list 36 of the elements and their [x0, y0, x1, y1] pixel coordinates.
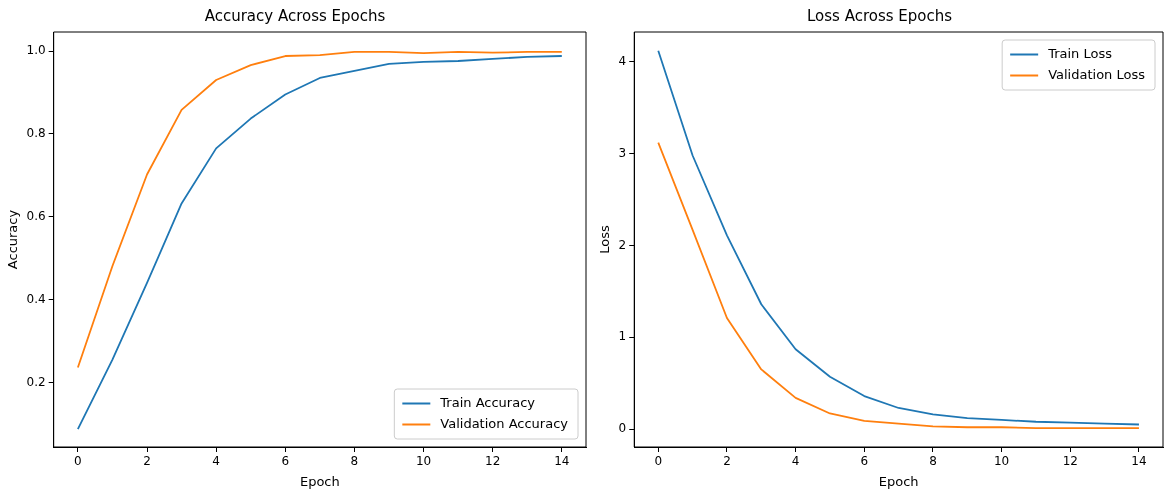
x-tick-label: 6	[860, 454, 869, 469]
y-tick-label: 4	[618, 53, 627, 68]
x-tick-label: 0	[74, 454, 82, 469]
legend-label: Train Loss	[1047, 45, 1113, 61]
legend-label: Validation Accuracy	[440, 415, 569, 431]
x-tick-label: 10	[415, 454, 432, 469]
x-tick-label: 14	[1131, 454, 1147, 469]
x-tick-label: 2	[143, 454, 151, 469]
x-tick-label: 0	[654, 454, 663, 469]
x-tick-label: 12	[485, 454, 501, 469]
x-tick-label: 8	[929, 454, 937, 469]
y-tick-label: 0	[618, 421, 627, 436]
chart-title: Loss Across Epochs	[806, 6, 953, 25]
y-tick-label: 0.8	[26, 126, 46, 141]
x-axis-title: Epoch	[878, 473, 919, 489]
y-axis-title: Loss	[597, 225, 613, 254]
x-tick-label: 10	[993, 454, 1010, 469]
x-tick-label: 2	[723, 454, 731, 469]
legend-label: Train Accuracy	[439, 394, 536, 410]
y-tick-label: 0.4	[26, 291, 46, 306]
y-tick-label: 2	[618, 237, 627, 252]
y-tick-label: 1	[618, 329, 627, 344]
y-tick-label: 0.6	[26, 208, 46, 223]
y-tick-label: 3	[618, 145, 627, 160]
x-tick-label: 14	[554, 454, 570, 469]
legend-label: Validation Loss	[1048, 66, 1146, 82]
x-tick-label: 4	[212, 454, 220, 469]
x-tick-label: 4	[791, 454, 800, 469]
x-tick-label: 12	[1062, 454, 1078, 469]
y-tick-label: 0.2	[26, 374, 46, 389]
x-axis-title: Epoch	[299, 473, 340, 489]
x-tick-label: 8	[350, 454, 359, 469]
chart-title: Accuracy Across Epochs	[204, 6, 386, 25]
x-tick-label: 6	[281, 454, 290, 469]
y-tick-label: 1.0	[26, 43, 46, 58]
y-axis-title: Accuracy	[5, 209, 21, 270]
